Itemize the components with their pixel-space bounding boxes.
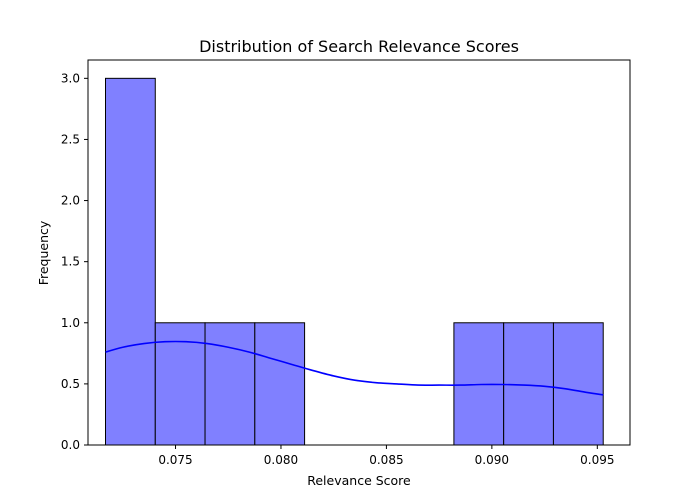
y-axis: 0.0 0.5 1.0 1.5 2.0 2.5 3.0 — [61, 71, 88, 452]
y-tick-label: 3.0 — [61, 71, 80, 85]
y-tick-label: 0.5 — [61, 377, 80, 391]
y-tick-label: 1.0 — [61, 316, 80, 330]
y-tick-label: 2.5 — [61, 132, 80, 146]
x-tick-label: 0.095 — [580, 453, 614, 467]
x-tick-label: 0.085 — [369, 453, 403, 467]
x-axis-label: Relevance Score — [307, 473, 411, 488]
y-tick-label: 1.5 — [61, 255, 80, 269]
histogram-bars — [105, 77, 604, 446]
y-tick-label: 0.0 — [61, 438, 80, 452]
y-axis-label: Frequency — [36, 220, 51, 285]
histogram-bar-10 — [552, 322, 604, 446]
chart-title: Distribution of Search Relevance Scores — [199, 37, 519, 56]
plot-frame — [87, 59, 631, 446]
x-axis: 0.075 0.080 0.085 0.090 0.095 — [158, 445, 614, 467]
kde-curve — [105, 340, 604, 396]
x-tick-label: 0.090 — [475, 453, 509, 467]
histogram-bar-4 — [254, 322, 306, 446]
x-tick-label: 0.080 — [264, 453, 298, 467]
histogram-bar-3 — [204, 322, 256, 446]
x-tick-label: 0.075 — [158, 453, 192, 467]
y-tick-label: 2.0 — [61, 194, 80, 208]
histogram-bar-1 — [105, 77, 156, 446]
histogram-bar-9 — [503, 322, 554, 446]
